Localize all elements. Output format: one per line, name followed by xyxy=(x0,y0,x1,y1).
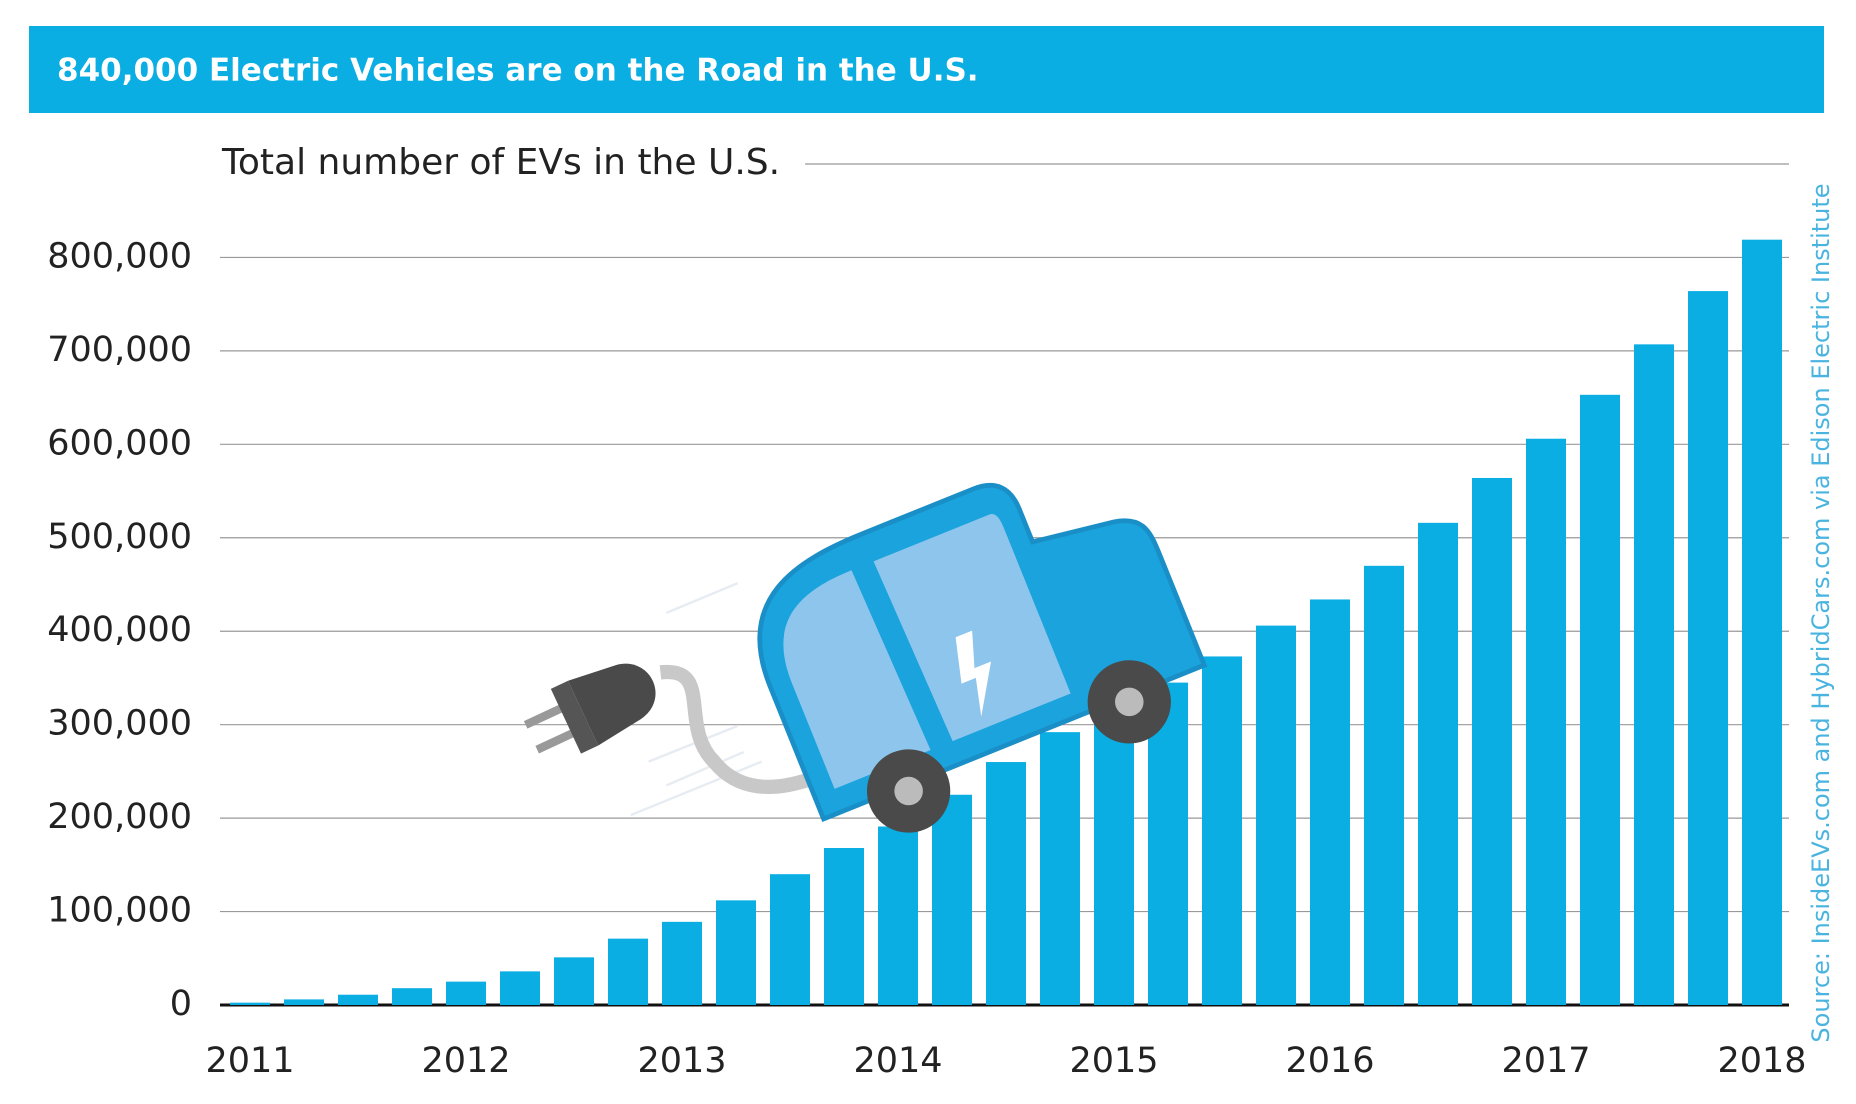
bar xyxy=(500,971,540,1005)
y-tick-label: 0 xyxy=(170,984,192,1024)
bar xyxy=(932,794,972,1005)
source-note: Source: InsideEVs.com and HybridCars.com… xyxy=(1807,183,1835,1042)
y-tick-label: 200,000 xyxy=(47,797,192,837)
x-tick-label: 2018 xyxy=(1717,1041,1806,1081)
bar xyxy=(1148,682,1188,1005)
x-tick-label: 2014 xyxy=(853,1041,942,1081)
bar xyxy=(1040,732,1080,1005)
car-illustration xyxy=(523,483,1208,833)
subtitle-background xyxy=(0,138,806,187)
bar xyxy=(1364,565,1404,1005)
y-tick-label: 700,000 xyxy=(47,330,192,370)
bar xyxy=(824,848,864,1005)
bar xyxy=(1742,239,1782,1005)
x-tick-label: 2011 xyxy=(205,1041,294,1081)
bar xyxy=(986,762,1026,1005)
bar xyxy=(338,994,378,1005)
y-tick-label: 100,000 xyxy=(47,891,192,931)
y-tick-label: 400,000 xyxy=(47,610,192,650)
x-tick-label: 2015 xyxy=(1069,1041,1158,1081)
plot-area: 0 100,000 200,000 300,000 400,000 500,000 600,… xyxy=(47,143,1806,1081)
bar xyxy=(1688,291,1728,1005)
bar xyxy=(608,938,648,1005)
bar xyxy=(1202,656,1242,1005)
bar xyxy=(1310,599,1350,1005)
bar xyxy=(554,957,594,1005)
bar xyxy=(1472,477,1512,1005)
bar xyxy=(392,988,432,1005)
title-band xyxy=(29,26,1824,113)
y-tick-label: 600,000 xyxy=(47,423,192,463)
bar xyxy=(878,826,918,1005)
bar xyxy=(716,900,756,1005)
bar xyxy=(446,981,486,1005)
bar xyxy=(770,874,810,1005)
cord xyxy=(659,664,812,794)
bar xyxy=(1580,394,1620,1006)
y-tick-label: 800,000 xyxy=(47,236,192,276)
bar xyxy=(284,999,324,1005)
chart-title: 840,000 Electric Vehicles are on the Roa… xyxy=(57,53,979,89)
subtitle: Total number of EVs in the U.S. xyxy=(221,142,780,183)
y-tick-label: 500,000 xyxy=(47,517,192,557)
x-tick-label: 2016 xyxy=(1285,1041,1374,1081)
y-tick-label: 300,000 xyxy=(47,704,192,744)
x-tick-label: 2012 xyxy=(421,1041,510,1081)
x-tick-label: 2013 xyxy=(637,1041,726,1081)
x-tick-label: 2017 xyxy=(1501,1041,1590,1081)
bar xyxy=(230,1002,270,1005)
bar xyxy=(1094,711,1134,1005)
bar xyxy=(1526,438,1566,1005)
car xyxy=(757,483,1208,833)
speed-lines xyxy=(630,582,763,817)
plug xyxy=(523,663,656,754)
bar xyxy=(1634,344,1674,1005)
bar xyxy=(1256,625,1296,1005)
bar xyxy=(662,921,702,1005)
bar xyxy=(1418,522,1458,1005)
